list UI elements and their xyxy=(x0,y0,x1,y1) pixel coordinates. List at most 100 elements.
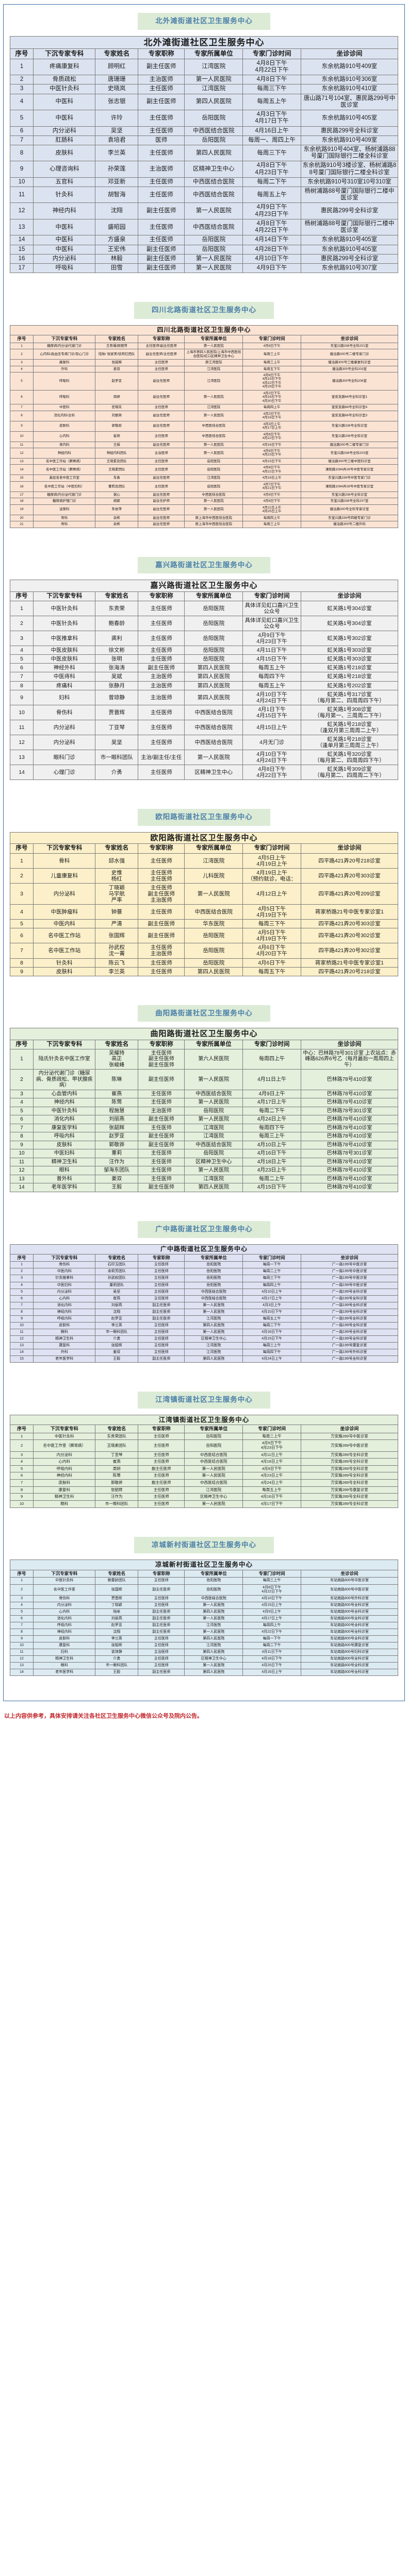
table-cell-1: 消化内科/全科 xyxy=(33,410,96,421)
table-cell-2: 刘丽燕 xyxy=(95,1301,139,1309)
table-row: 1 疼痛康复科 顾明红 副主任医师 江湾医院 4月8日下午 4月22日下午 东余杭路910号4… xyxy=(9,58,399,76)
table-cell-3: 主治医师 xyxy=(138,681,185,690)
table-row: 7 康复医学科 张韶辉 主任医师 江湾医院 每周四下午 巴林路78号410诊室 xyxy=(9,1123,399,1133)
table-cell-1: 皮肤科 xyxy=(33,1321,96,1329)
table-cell-5: 4月8日下午 4月22日下午 xyxy=(242,431,301,442)
table-cell-6: 塘沽路300号全科206室 xyxy=(300,371,399,391)
table-cell-1: 皮肤科 xyxy=(33,1140,96,1150)
table-cell-3: 主任医师 xyxy=(138,654,185,664)
table-cell-2: 王毅 xyxy=(95,1355,139,1363)
table-row: 8 皮肤科 李兰英 主任医师 第四人民医院 每周三下午 东余杭路910号404室、杨树浦路8… xyxy=(9,144,399,162)
table-cell-3: 主治医师 xyxy=(138,689,185,705)
table-row: 1 骨伤科 石印玉团队 主任医师 岳阳医院 每周一下午 广一路199号中医诊室 xyxy=(9,1261,399,1269)
table-cell-4: 江湾医院 xyxy=(184,474,243,482)
table-cell-6: 东宝兴路336号全科诊室 xyxy=(300,491,399,499)
table-cell-2: 市一眼科团队 xyxy=(95,1500,139,1508)
table-cell-3: 主任医师 副主任医师 主治医师 xyxy=(138,883,185,905)
table-cell-2: 张静月 xyxy=(95,681,139,690)
row-index-cell: 9 xyxy=(9,1635,34,1642)
table-header-row: 序号 下沉专家专科 专家姓名 专家职称 专家所属单位 专家门诊时间 坐诊诊间 xyxy=(9,1039,399,1049)
section-spacer xyxy=(10,1192,398,1214)
table-row: 9 心理咨询科 孙荣莲 主治医师 区精神卫生中心 4月8日下午 4月23日下午 东余杭路910… xyxy=(9,161,399,178)
table-row: 5 中医针灸科 程施慧 主治医师 岳阳医院 每周二下午 巴林路78号301诊室 xyxy=(9,1106,399,1116)
table-cell-5: 4月8日下午 xyxy=(242,498,301,505)
table-cell-1: 心内科 xyxy=(33,431,96,442)
table-cell-2: 市一眼科团队 xyxy=(95,750,139,766)
table-cell-5: 4月15日下午 xyxy=(242,1335,301,1343)
table-row: 4 外科 姜双 主任医师 江湾医院 每周五下午 塘沽路300号全科203室 xyxy=(9,365,399,373)
row-index-cell: 5 xyxy=(9,654,34,664)
table-row: 14 外科 姜双 主任医师 江湾医院 每周四下午 广一路199号外科诊室 xyxy=(9,1348,399,1357)
table-cell-2: 车勇 xyxy=(95,474,139,482)
table-cell-3: 主任医师 xyxy=(138,1472,185,1480)
table-title: 四川北路街道社区卫生服务中心 xyxy=(10,325,398,335)
table-row: 9 呼吸内科 赵罗亚 副主任医师 江湾医院 每周五上午 广一路199号全科诊室 xyxy=(9,1315,399,1323)
table-cell-3: 副主任医师 xyxy=(138,1608,185,1616)
table-cell-5: 4月5日上午 4月19日上午 xyxy=(242,853,301,869)
row-index-cell: 4 xyxy=(9,93,34,111)
table-cell-2: 崔燕 xyxy=(95,1089,139,1099)
column-header-3: 专家职称 xyxy=(138,1425,185,1433)
table-cell-5: 4月10日上午 xyxy=(242,1288,301,1296)
table-cell-3: 主任医师 xyxy=(138,616,185,632)
table-cell-2: 李兰英 xyxy=(95,1635,139,1642)
table-cell-3: 主任医师 xyxy=(138,904,185,920)
table-cell-6: 车站南路600号全科诊室 xyxy=(300,1615,399,1622)
row-index-cell: 12 xyxy=(9,448,34,459)
table-cell-5: 4月6日下午 xyxy=(242,958,301,968)
table-cell-6: 广一路199号康复诊室 xyxy=(300,1342,399,1349)
table-cell-4: 第一人民医院 xyxy=(184,750,243,766)
table-cell-5: 4月8日下午 4月15日下午 4月22日下午 4月29日下午 xyxy=(242,371,301,391)
row-index-cell: 5 xyxy=(9,110,34,127)
table-cell-2: 李兰英 xyxy=(95,967,139,976)
row-index-cell: 8 xyxy=(9,1308,34,1316)
table-cell-3: 主任医师 xyxy=(138,765,185,781)
table-cell-5: 每周四上午 xyxy=(242,1281,301,1289)
table-cell-6: 广一路199号中医诊室 xyxy=(300,1268,399,1276)
table-cell-5: 4月9日下午 4月23日下午 xyxy=(242,1439,301,1452)
table-cell-2: 朱依萍 xyxy=(95,504,139,515)
table-cell-5: 4月11日上午 xyxy=(242,1069,301,1090)
table-cell-1: 中医妇科 xyxy=(33,1281,96,1289)
table-cell-5: 4月16日上午 xyxy=(242,126,301,136)
table-cell-4: 第一人民医院 xyxy=(184,504,243,515)
column-header-1: 下沉专家专科 xyxy=(33,1569,96,1578)
table-cell-3: 主任医师 xyxy=(138,177,185,188)
table-cell-3: 主任医师 xyxy=(138,365,185,373)
section-pill-wrap: 曲阳路街道社区卫生服务中心 xyxy=(10,998,398,1028)
table-cell-4: 中西医结合医院 xyxy=(184,1295,243,1302)
row-index-cell: 13 xyxy=(9,1174,34,1184)
row-index-cell: 7 xyxy=(9,1301,34,1309)
table-cell-5: 4月5日下午 4月19日下午 xyxy=(242,928,301,944)
column-header-5: 专家门诊时间 xyxy=(242,1569,301,1578)
table-cell-4: 岳阳医院 xyxy=(184,600,243,617)
table-cell-2: 陆咏 xyxy=(95,1608,139,1616)
table-cell-6: 车站南路600号外科诊室 xyxy=(300,1595,399,1602)
table-cell-5: 每周四上午 xyxy=(242,1621,301,1629)
table-row: 12 内分泌科 吴坚 主任医师 中西医结合医院 4月无门诊 虹关路1号218诊室 （逢单月第三… xyxy=(9,734,399,751)
table-cell-3: 副主任医师 xyxy=(138,371,185,391)
table-cell-6: 塘沽路300号二楼专家门诊 xyxy=(300,441,399,449)
table-cell-5: 每周三上午 xyxy=(242,1577,301,1585)
table-cell-4: 第四人民医院 xyxy=(184,967,243,976)
table-cell-1: 康复科 xyxy=(33,1486,96,1494)
table-cell-5: 每周四上午 xyxy=(242,514,301,522)
table-cell-2: 郭敬骅 xyxy=(95,420,139,432)
table-cell-4: 第四人民医院 xyxy=(184,1608,243,1616)
section-heading-pill: 凉城新村街道社区卫生服务中心 xyxy=(134,1536,274,1554)
column-header-2: 专家姓名 xyxy=(95,1253,139,1262)
table-cell-4: 第四人民医院 xyxy=(184,681,243,690)
row-index-cell: 8 xyxy=(9,1628,34,1636)
table-cell-2: 王毅 xyxy=(95,1183,139,1192)
table-cell-4: 岳阳医院 xyxy=(184,1432,243,1440)
table-cell-2: 汪作为 xyxy=(95,1157,139,1167)
table-cell-1: 神经内科 xyxy=(33,1308,96,1316)
table-cell-5: 4月3日上午 xyxy=(242,1301,301,1309)
table-cell-1: 内分泌科 xyxy=(33,1288,96,1296)
row-index-cell: 12 xyxy=(9,202,34,219)
row-index-cell: 1 xyxy=(9,853,34,869)
table-row: 6 内分泌科 吴坚 主任医师 中西医结合医院 4月16日上午 惠民路299号全科诊室 xyxy=(9,126,399,136)
table-title: 北外滩街道社区卫生服务中心 xyxy=(10,36,398,49)
table-header-row: 序号 下沉专家专科 专家姓名 专家职称 专家所属单位 专家门诊时间 坐诊诊间 xyxy=(9,1425,399,1433)
table-row: 16 内分泌科 林毅 副主任医师 第一人民医院 4月10日下午 惠民路299号全科诊室 xyxy=(9,253,399,264)
